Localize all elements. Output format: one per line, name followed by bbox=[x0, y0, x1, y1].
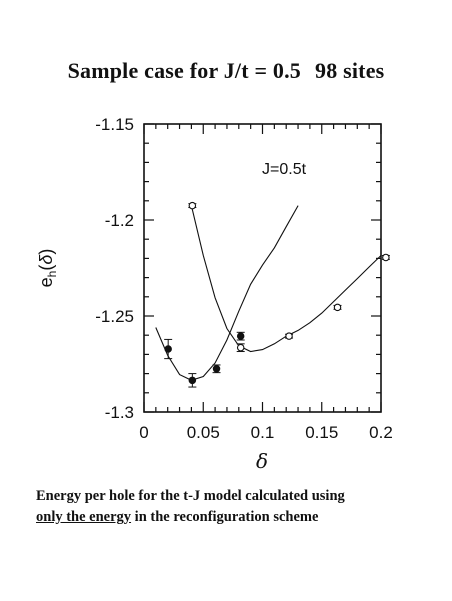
caption-line-1: Energy per hole for the t-J model calcul… bbox=[36, 488, 345, 504]
x-axis-label: δ bbox=[256, 449, 268, 473]
caption-rest: in the reconfiguration scheme bbox=[131, 509, 319, 525]
y-axis-label: eh(δ) bbox=[36, 249, 59, 288]
data-point-filled bbox=[236, 332, 245, 340]
caption-line-2: only the energy in the reconfiguration s… bbox=[36, 507, 436, 528]
y-tick-label: -1.25 bbox=[95, 307, 134, 326]
x-tick-label: 0.2 bbox=[369, 423, 393, 442]
x-tick-label: 0.15 bbox=[305, 423, 338, 442]
x-tick-label: 0.05 bbox=[187, 423, 220, 442]
data-point-open bbox=[285, 332, 293, 340]
figure-caption: Energy per hole for the t-J model calcul… bbox=[36, 486, 436, 528]
title-main: Sample case for J/t = 0.5 bbox=[67, 58, 301, 83]
fit-curve-series-1 bbox=[155, 205, 299, 381]
title-sites: 98 sites bbox=[315, 58, 385, 83]
axis-ticks bbox=[143, 123, 382, 413]
x-tick-label: 0.1 bbox=[251, 423, 275, 442]
data-point-open bbox=[236, 343, 245, 352]
y-axis-label-text: eh(δ) bbox=[36, 249, 59, 288]
caption-underlined: only the energy bbox=[36, 509, 132, 525]
axis-tick-labels: 0 0.05 0.1 0.15 0.2 -1.3 -1.25 -1.2 -1.15 bbox=[95, 115, 393, 442]
page-title: Sample case for J/t = 0.5 98 sites bbox=[0, 58, 452, 84]
data-point-open bbox=[188, 201, 197, 210]
chart-annotation: J=0.5t bbox=[262, 161, 307, 178]
data-point-open bbox=[382, 253, 390, 262]
data-point-filled bbox=[212, 365, 221, 373]
fit-curves bbox=[155, 205, 382, 381]
data-points bbox=[164, 201, 390, 388]
data-point-open bbox=[333, 303, 342, 312]
data-point-filled bbox=[188, 376, 197, 385]
y-tick-label: -1.3 bbox=[105, 403, 134, 422]
x-tick-label: 0 bbox=[139, 423, 148, 442]
y-tick-label: -1.15 bbox=[95, 115, 134, 134]
data-point-filled bbox=[164, 345, 172, 353]
y-tick-label: -1.2 bbox=[105, 211, 134, 230]
